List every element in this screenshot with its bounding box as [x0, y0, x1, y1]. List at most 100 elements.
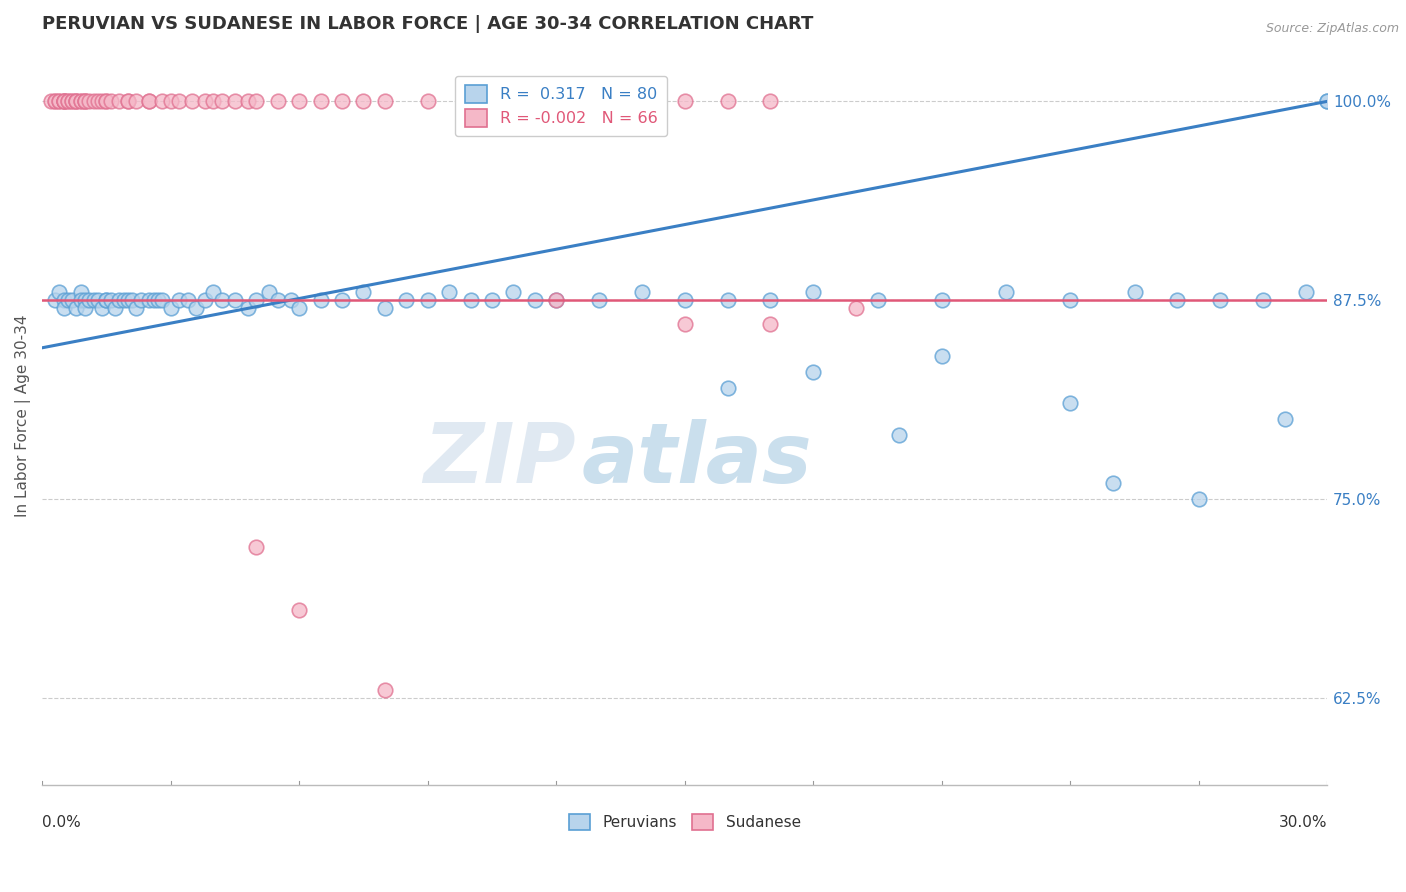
Point	[931, 293, 953, 307]
Point	[931, 349, 953, 363]
Point	[546, 293, 568, 307]
Point	[52, 293, 75, 307]
Point	[245, 540, 267, 554]
Point	[44, 95, 66, 109]
Point	[52, 95, 75, 109]
Point	[288, 603, 311, 617]
Point	[416, 95, 439, 109]
Point	[1274, 412, 1296, 426]
Point	[1316, 95, 1339, 109]
Point	[60, 95, 83, 109]
Point	[121, 293, 143, 307]
Point	[129, 293, 152, 307]
Point	[108, 293, 131, 307]
Point	[759, 95, 782, 109]
Point	[374, 682, 396, 697]
Point	[546, 95, 568, 109]
Point	[211, 95, 233, 109]
Point	[138, 95, 160, 109]
Point	[759, 317, 782, 331]
Point	[1102, 475, 1125, 490]
Legend: Peruvians, Sudanese: Peruvians, Sudanese	[562, 808, 807, 837]
Point	[717, 380, 740, 394]
Point	[845, 301, 868, 315]
Point	[69, 285, 91, 300]
Point	[142, 293, 165, 307]
Point	[52, 95, 75, 109]
Point	[48, 95, 70, 109]
Point	[56, 95, 79, 109]
Point	[257, 285, 280, 300]
Point	[91, 301, 114, 315]
Point	[1316, 95, 1339, 109]
Point	[150, 95, 173, 109]
Point	[108, 95, 131, 109]
Point	[1059, 293, 1081, 307]
Point	[309, 293, 332, 307]
Point	[117, 95, 139, 109]
Point	[717, 293, 740, 307]
Point	[280, 293, 302, 307]
Point	[267, 293, 290, 307]
Point	[167, 293, 190, 307]
Point	[96, 95, 118, 109]
Point	[502, 285, 524, 300]
Point	[96, 293, 118, 307]
Point	[1251, 293, 1274, 307]
Y-axis label: In Labor Force | Age 30-34: In Labor Force | Age 30-34	[15, 314, 31, 516]
Point	[56, 95, 79, 109]
Point	[245, 293, 267, 307]
Point	[125, 301, 148, 315]
Point	[236, 95, 259, 109]
Point	[83, 293, 105, 307]
Point	[177, 293, 200, 307]
Point	[112, 293, 135, 307]
Point	[65, 95, 87, 109]
Point	[100, 293, 122, 307]
Point	[73, 301, 96, 315]
Point	[1295, 285, 1317, 300]
Point	[288, 301, 311, 315]
Point	[801, 365, 824, 379]
Point	[181, 95, 204, 109]
Point	[52, 95, 75, 109]
Point	[866, 293, 889, 307]
Point	[73, 95, 96, 109]
Point	[83, 95, 105, 109]
Point	[48, 95, 70, 109]
Text: PERUVIAN VS SUDANESE IN LABOR FORCE | AGE 30-34 CORRELATION CHART: PERUVIAN VS SUDANESE IN LABOR FORCE | AG…	[42, 15, 814, 33]
Point	[65, 95, 87, 109]
Point	[673, 317, 696, 331]
Point	[65, 301, 87, 315]
Point	[87, 293, 110, 307]
Point	[104, 301, 127, 315]
Point	[995, 285, 1018, 300]
Point	[801, 285, 824, 300]
Point	[56, 293, 79, 307]
Point	[631, 285, 654, 300]
Point	[48, 285, 70, 300]
Point	[125, 95, 148, 109]
Point	[96, 95, 118, 109]
Point	[96, 293, 118, 307]
Point	[1188, 491, 1211, 506]
Point	[159, 301, 181, 315]
Point	[673, 95, 696, 109]
Point	[588, 95, 610, 109]
Point	[186, 301, 208, 315]
Point	[77, 293, 100, 307]
Point	[523, 293, 546, 307]
Point	[117, 95, 139, 109]
Point	[245, 95, 267, 109]
Point	[44, 95, 66, 109]
Point	[224, 293, 246, 307]
Point	[100, 95, 122, 109]
Point	[52, 301, 75, 315]
Point	[481, 293, 503, 307]
Point	[138, 95, 160, 109]
Text: atlas: atlas	[582, 419, 813, 500]
Point	[44, 293, 66, 307]
Point	[167, 95, 190, 109]
Point	[631, 95, 654, 109]
Point	[352, 95, 374, 109]
